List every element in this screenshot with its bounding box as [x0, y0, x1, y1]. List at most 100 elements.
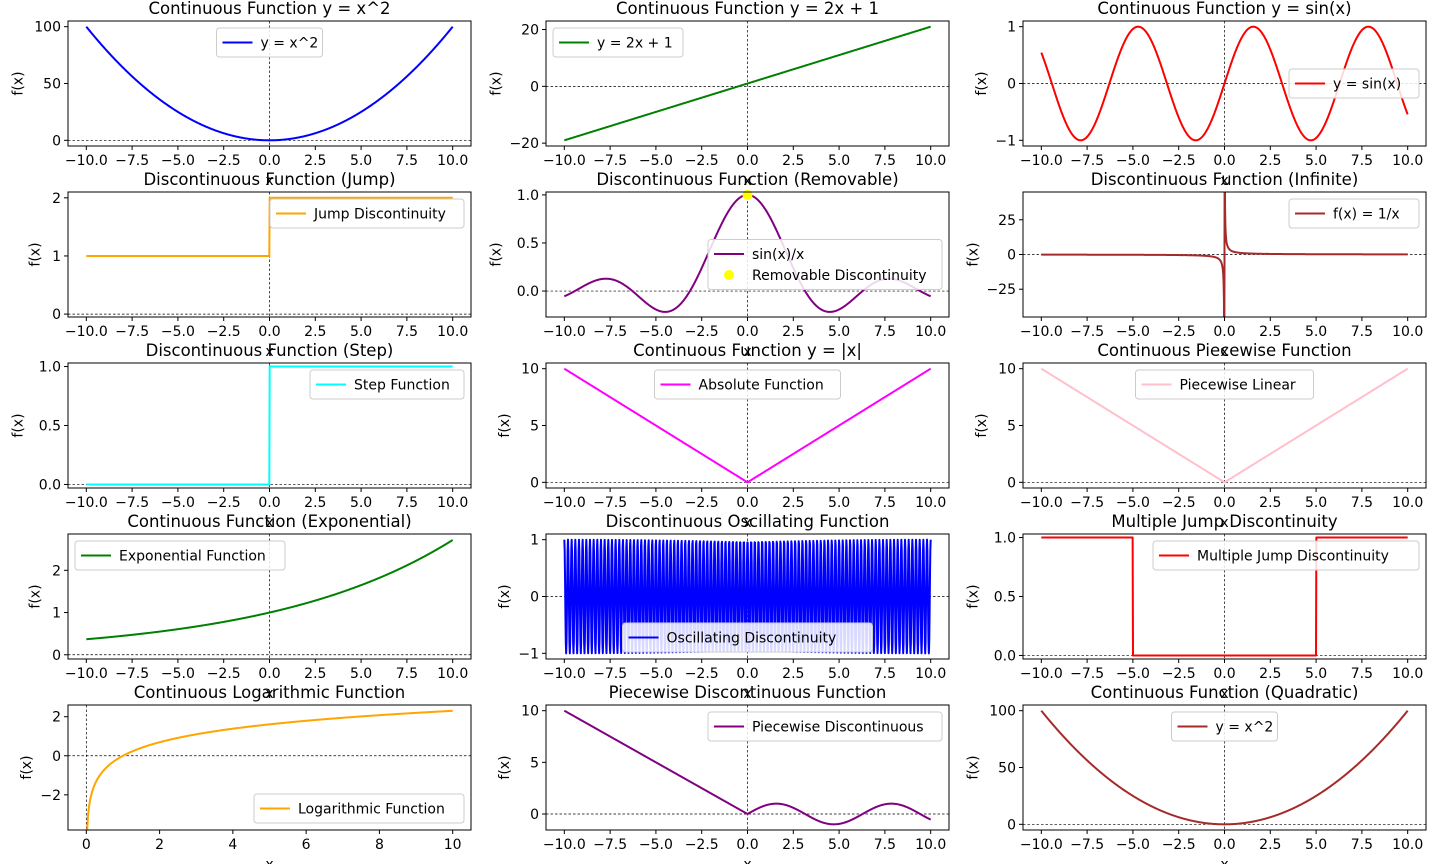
x-tick-label: −5.0	[161, 324, 195, 340]
x-tick-label: 5.0	[1305, 324, 1327, 340]
legend: y = x^2	[1171, 711, 1278, 742]
legend: Absolute Function	[654, 369, 841, 400]
x-tick-label: −2.5	[685, 495, 719, 511]
legend-label: Oscillating Discontinuity	[667, 631, 837, 647]
subplot-title: Discontinuous Function (Infinite)	[1091, 170, 1359, 189]
x-tick-label: 5.0	[1305, 153, 1327, 169]
subplot-title: Discontinuous Function (Removable)	[596, 170, 898, 189]
subplot: −10.0 −7.5 −5.0 −2.5 0.0 2.5 5.0 7.5 10.0 −1 0 1 f(x…	[497, 512, 950, 702]
x-tick-label: −2.5	[207, 324, 241, 340]
legend: y = sin(x)	[1288, 68, 1420, 99]
subplot-title: Continuous Function (Quadratic)	[1091, 683, 1359, 702]
x-tick-label: −7.5	[593, 153, 627, 169]
y-tick-label: 0	[530, 475, 539, 491]
legend-frame	[552, 27, 684, 58]
x-tick-label: 10.0	[437, 495, 468, 511]
y-axis-label: f(x)	[19, 755, 35, 779]
x-tick-label: 2.5	[782, 495, 804, 511]
x-tick-label: −10.0	[1020, 666, 1063, 682]
y-axis-label: f(x)	[11, 413, 27, 437]
x-axis-label: x	[265, 173, 273, 189]
data-point	[742, 189, 753, 200]
y-tick-label: 0.0	[994, 648, 1016, 664]
subplot: −10.0 −7.5 −5.0 −2.5 0.0 2.5 5.0 7.5 10.0 0 50 100 f…	[11, 0, 472, 189]
x-tick-label: 5.0	[350, 666, 372, 682]
y-tick-label: 1.0	[39, 360, 61, 376]
y-tick-label: 0.5	[994, 590, 1016, 606]
x-tick-label: 10.0	[915, 495, 946, 511]
y-axis-label: f(x)	[966, 584, 982, 608]
x-axis-label: x	[265, 857, 273, 864]
x-tick-label: 2.5	[1259, 324, 1281, 340]
x-tick-label: 10.0	[915, 837, 946, 853]
legend: Exponential Function	[74, 540, 286, 571]
x-tick-label: 6	[302, 837, 311, 853]
x-tick-label: 5.0	[350, 153, 372, 169]
subplot-title: Continuous Function y = x^2	[148, 0, 390, 18]
x-tick-label: 10.0	[1392, 153, 1423, 169]
x-tick-label: −10.0	[543, 324, 586, 340]
legend-frame	[707, 239, 943, 290]
legend-label: Step Function	[354, 378, 450, 394]
legend-frame	[253, 793, 465, 824]
x-tick-label: −10.0	[543, 153, 586, 169]
y-tick-label: 10	[521, 704, 539, 720]
x-tick-label: −10.0	[1020, 495, 1063, 511]
y-tick-label: 1	[530, 533, 539, 549]
subplot-title: Continuous Function y = sin(x)	[1097, 0, 1351, 18]
y-tick-label: 10	[521, 362, 539, 378]
x-axis-label: x	[1220, 344, 1228, 360]
series-line	[85, 26, 454, 142]
x-tick-label: −10.0	[543, 666, 586, 682]
x-tick-label: −2.5	[207, 153, 241, 169]
legend-label: y = 2x + 1	[597, 36, 673, 52]
y-tick-label: 2	[52, 710, 61, 726]
legend: y = x^2	[216, 27, 323, 58]
series-line	[1040, 25, 1409, 142]
x-axis-label: x	[265, 686, 273, 702]
x-tick-label: 0.0	[258, 324, 280, 340]
subplot-title: Discontinuous Oscillating Function	[606, 512, 890, 531]
subplot: −10.0 −7.5 −5.0 −2.5 0.0 2.5 5.0 7.5 10.0 0 5 10 f(x…	[497, 683, 950, 864]
x-tick-label: −7.5	[1070, 495, 1104, 511]
y-tick-label: 0	[530, 590, 539, 606]
x-tick-label: 2.5	[304, 666, 326, 682]
x-tick-label: 5.0	[828, 153, 850, 169]
x-tick-label: −5.0	[161, 666, 195, 682]
x-tick-label: −2.5	[685, 666, 719, 682]
x-tick-label: 2.5	[1259, 666, 1281, 682]
y-tick-label: 0	[1007, 817, 1016, 833]
subplot: −10.0 −7.5 −5.0 −2.5 0.0 2.5 5.0 7.5 10.0 −25 0 25 f…	[966, 170, 1427, 360]
x-axis-label: x	[265, 344, 273, 360]
y-tick-label: 100	[989, 704, 1016, 720]
y-tick-label: 5	[530, 755, 539, 771]
y-tick-label: 0.5	[517, 236, 539, 252]
x-tick-label: −2.5	[1162, 324, 1196, 340]
x-tick-label: 10.0	[915, 666, 946, 682]
y-tick-label: 0	[52, 648, 61, 664]
x-tick-label: 0.0	[1213, 666, 1235, 682]
x-tick-label: 0.0	[1213, 153, 1235, 169]
subplot-title: Continuous Logarithmic Function	[134, 683, 405, 702]
legend: Logarithmic Function	[253, 793, 465, 824]
x-tick-label: −7.5	[593, 837, 627, 853]
subplot: −10.0 −7.5 −5.0 −2.5 0.0 2.5 5.0 7.5 10.0 −20 0 20 f…	[489, 0, 950, 189]
y-tick-label: 5	[1007, 419, 1016, 435]
x-tick-label: 10.0	[1392, 837, 1423, 853]
y-tick-label: 2	[52, 191, 61, 207]
legend: Step Function	[309, 369, 465, 400]
y-tick-label: 1	[52, 249, 61, 265]
x-tick-label: −5.0	[1116, 666, 1150, 682]
x-tick-label: 7.5	[1351, 837, 1373, 853]
legend-frame	[309, 369, 465, 400]
x-tick-label: −7.5	[1070, 837, 1104, 853]
subplot: −10.0 −7.5 −5.0 −2.5 0.0 2.5 5.0 7.5 10.0 0 1 2 f(x)…	[28, 170, 472, 360]
x-tick-label: 0.0	[1213, 495, 1235, 511]
x-tick-label: −7.5	[593, 495, 627, 511]
legend-label: f(x) = 1/x	[1333, 207, 1400, 223]
subplot-title: Multiple Jump Discontinuity	[1111, 512, 1337, 531]
x-tick-label: 0.0	[736, 495, 758, 511]
x-tick-label: 5.0	[1305, 495, 1327, 511]
x-tick-label: 2.5	[782, 666, 804, 682]
